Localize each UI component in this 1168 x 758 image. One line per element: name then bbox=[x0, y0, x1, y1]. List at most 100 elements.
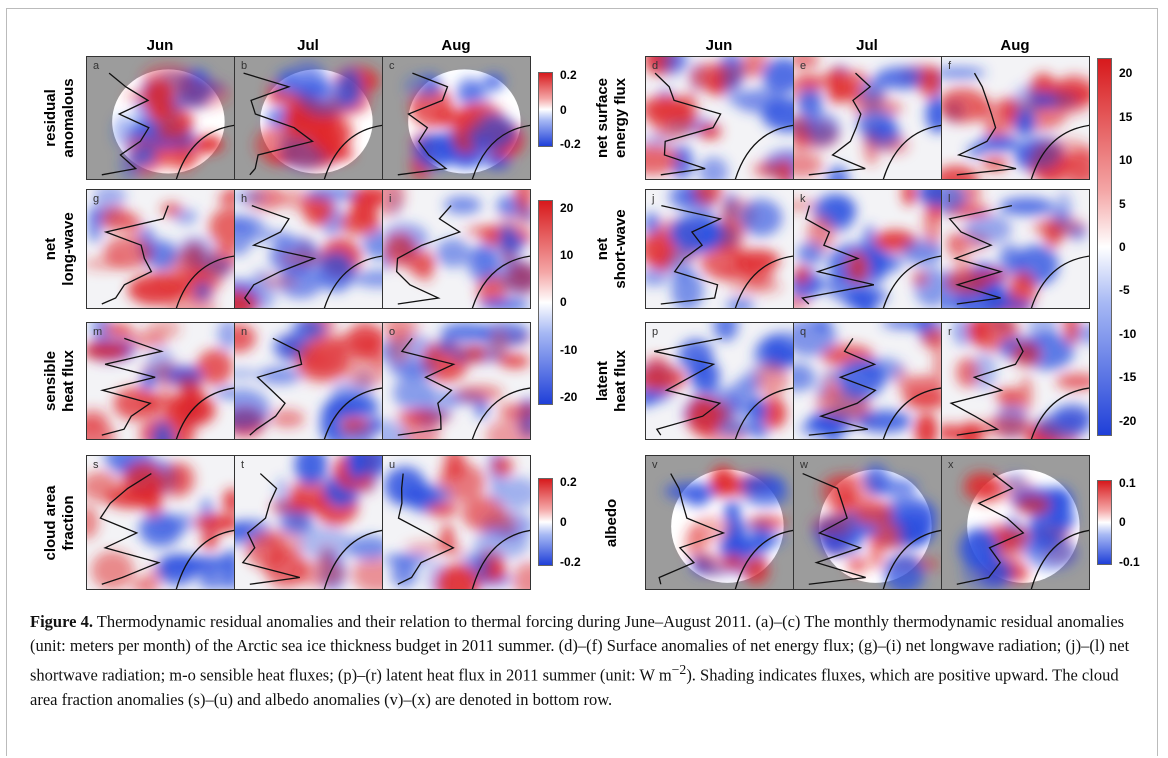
caption-label: Figure 4. bbox=[30, 612, 93, 631]
row-label-line: cloud area bbox=[42, 484, 59, 561]
panel-letter: w bbox=[800, 459, 808, 471]
map-panel: v bbox=[645, 455, 794, 590]
column-header: Aug bbox=[441, 37, 471, 54]
row-label-line: residual bbox=[42, 89, 59, 147]
row-label: residual anomalous bbox=[32, 58, 88, 178]
column-header: Jun bbox=[146, 37, 174, 54]
row-label: net long-wave bbox=[32, 189, 88, 309]
map bbox=[87, 57, 234, 179]
column-header: Aug bbox=[1000, 37, 1030, 54]
colorbar-tick-label: -20 bbox=[1119, 413, 1137, 428]
panel-letter: e bbox=[800, 60, 807, 72]
colorbar-tick-label: 0 bbox=[1119, 515, 1126, 530]
map-panel: m bbox=[86, 322, 235, 440]
row-label-line: energy flux bbox=[612, 77, 629, 159]
map bbox=[87, 323, 234, 439]
map-panel: c bbox=[382, 56, 531, 180]
map-panel: f bbox=[941, 56, 1090, 180]
map bbox=[942, 190, 1089, 308]
map bbox=[646, 57, 793, 179]
map bbox=[235, 190, 382, 308]
map-panel: j bbox=[645, 189, 794, 309]
map-panel: n bbox=[234, 322, 383, 440]
panel-letter: b bbox=[241, 60, 248, 72]
panel-letter: g bbox=[93, 193, 100, 205]
row-label-line: albedo bbox=[603, 498, 620, 547]
row-label: sensible heat flux bbox=[32, 321, 88, 441]
map bbox=[235, 323, 382, 439]
map-panel: k bbox=[793, 189, 942, 309]
row-label-line: net bbox=[42, 237, 59, 261]
column-header: Jul bbox=[297, 37, 319, 54]
colorbar bbox=[538, 200, 553, 405]
panel-letter: s bbox=[93, 459, 99, 471]
map bbox=[794, 456, 941, 589]
map bbox=[646, 456, 793, 589]
colorbar-tick-label: -10 bbox=[560, 342, 578, 357]
row-label-line: long-wave bbox=[60, 212, 77, 286]
colorbar-tick-label: -20 bbox=[560, 389, 578, 404]
map bbox=[942, 323, 1089, 439]
row-label-line: anomalous bbox=[60, 78, 77, 158]
caption-text: Thermodynamic residual anomalies and the… bbox=[30, 612, 1130, 685]
row-label-line: short-wave bbox=[612, 209, 629, 289]
row-label-line: net bbox=[594, 237, 611, 261]
caption-sup: −2 bbox=[671, 662, 687, 677]
map-panel: s bbox=[86, 455, 235, 590]
row-label-line: sensible bbox=[42, 350, 59, 412]
map-panel: q bbox=[793, 322, 942, 440]
panel-letter: m bbox=[93, 326, 103, 338]
colorbar-tick-label: 20 bbox=[560, 201, 574, 216]
map-panel: o bbox=[382, 322, 531, 440]
colorbar-tick-label: -0.2 bbox=[560, 137, 581, 151]
row-label-line: heat flux bbox=[60, 350, 77, 412]
colorbar-tick-label: 0.1 bbox=[1119, 476, 1136, 491]
map bbox=[794, 57, 941, 179]
map-panel: u bbox=[382, 455, 531, 590]
colorbar bbox=[1097, 58, 1112, 436]
map bbox=[794, 190, 941, 308]
map bbox=[383, 57, 530, 179]
map bbox=[87, 456, 234, 589]
panel-letter: c bbox=[389, 60, 395, 72]
row-label-line: heat flux bbox=[612, 350, 629, 412]
panel-letter: l bbox=[948, 193, 951, 205]
map-panel: x bbox=[941, 455, 1090, 590]
map-panel: i bbox=[382, 189, 531, 309]
map-panel: w bbox=[793, 455, 942, 590]
panel-letter: o bbox=[389, 326, 396, 338]
column-header: Jun bbox=[705, 37, 733, 54]
panel-letter: i bbox=[389, 193, 392, 205]
map bbox=[794, 323, 941, 439]
colorbar bbox=[538, 478, 553, 566]
colorbar bbox=[1097, 480, 1112, 565]
colorbar-tick-label: 10 bbox=[1119, 153, 1133, 168]
colorbar-tick-label: 0.2 bbox=[560, 68, 577, 82]
map-panel: h bbox=[234, 189, 383, 309]
row-label: cloud area fraction bbox=[32, 463, 88, 583]
colorbar-tick-label: 0 bbox=[1119, 239, 1126, 254]
colorbar bbox=[538, 72, 553, 147]
panel-letter: p bbox=[652, 326, 659, 338]
colorbar-tick-label: -0.2 bbox=[560, 555, 581, 570]
colorbar-tick-label: 15 bbox=[1119, 109, 1133, 124]
map-panel: p bbox=[645, 322, 794, 440]
map bbox=[383, 190, 530, 308]
row-label-line: latent bbox=[594, 361, 611, 402]
map-panel: r bbox=[941, 322, 1090, 440]
map bbox=[942, 456, 1089, 589]
colorbar-ticks: 0.1 0 -0.1 bbox=[1119, 476, 1140, 568]
caption-text: ). Shading indicates fluxes, which are p… bbox=[30, 665, 1119, 709]
map bbox=[942, 57, 1089, 179]
panel-letter: f bbox=[948, 60, 952, 72]
map-panel: t bbox=[234, 455, 383, 590]
map bbox=[87, 190, 234, 308]
map bbox=[235, 57, 382, 179]
map-panel: g bbox=[86, 189, 235, 309]
row-label-line: net surface bbox=[594, 77, 611, 159]
panel-letter: h bbox=[241, 193, 248, 205]
panel-letter: x bbox=[948, 459, 954, 471]
frame bbox=[6, 8, 1158, 756]
column-header: Jul bbox=[856, 37, 878, 54]
